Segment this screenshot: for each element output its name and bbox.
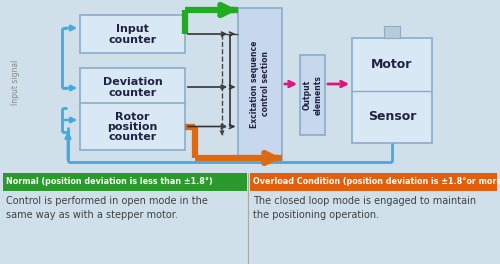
Bar	[80, 103, 185, 150]
Bar	[80, 68, 185, 106]
Text: Input signal: Input signal	[10, 59, 20, 105]
Bar	[3, 173, 247, 191]
Text: Output
elements: Output elements	[303, 75, 322, 115]
Text: The closed loop mode is engaged to maintain: The closed loop mode is engaged to maint…	[253, 196, 476, 206]
Text: Rotor: Rotor	[115, 111, 150, 121]
Text: Overload Condition (position deviation is ±1.8°or more): Overload Condition (position deviation i…	[253, 177, 500, 186]
Text: Sensor: Sensor	[368, 110, 416, 123]
Text: Control is performed in open mode in the: Control is performed in open mode in the	[6, 196, 208, 206]
Text: Input: Input	[116, 24, 149, 34]
Text: counter: counter	[108, 35, 156, 45]
Text: Normal (position deviation is less than ±1.8°): Normal (position deviation is less than …	[6, 177, 213, 186]
Text: counter: counter	[108, 88, 156, 98]
Text: Deviation: Deviation	[102, 77, 162, 87]
Text: counter: counter	[108, 131, 156, 142]
Text: the positioning operation.: the positioning operation.	[253, 210, 379, 220]
Text: Excitation sequence
control section: Excitation sequence control section	[250, 40, 270, 128]
Text: same way as with a stepper motor.: same way as with a stepper motor.	[6, 210, 178, 220]
Bar	[300, 55, 325, 135]
Bar	[80, 15, 185, 53]
Bar	[238, 8, 282, 160]
Bar	[352, 38, 432, 143]
Text: Motor: Motor	[372, 58, 412, 71]
Text: position: position	[108, 121, 158, 131]
Bar	[384, 26, 400, 38]
Bar	[250, 173, 497, 191]
